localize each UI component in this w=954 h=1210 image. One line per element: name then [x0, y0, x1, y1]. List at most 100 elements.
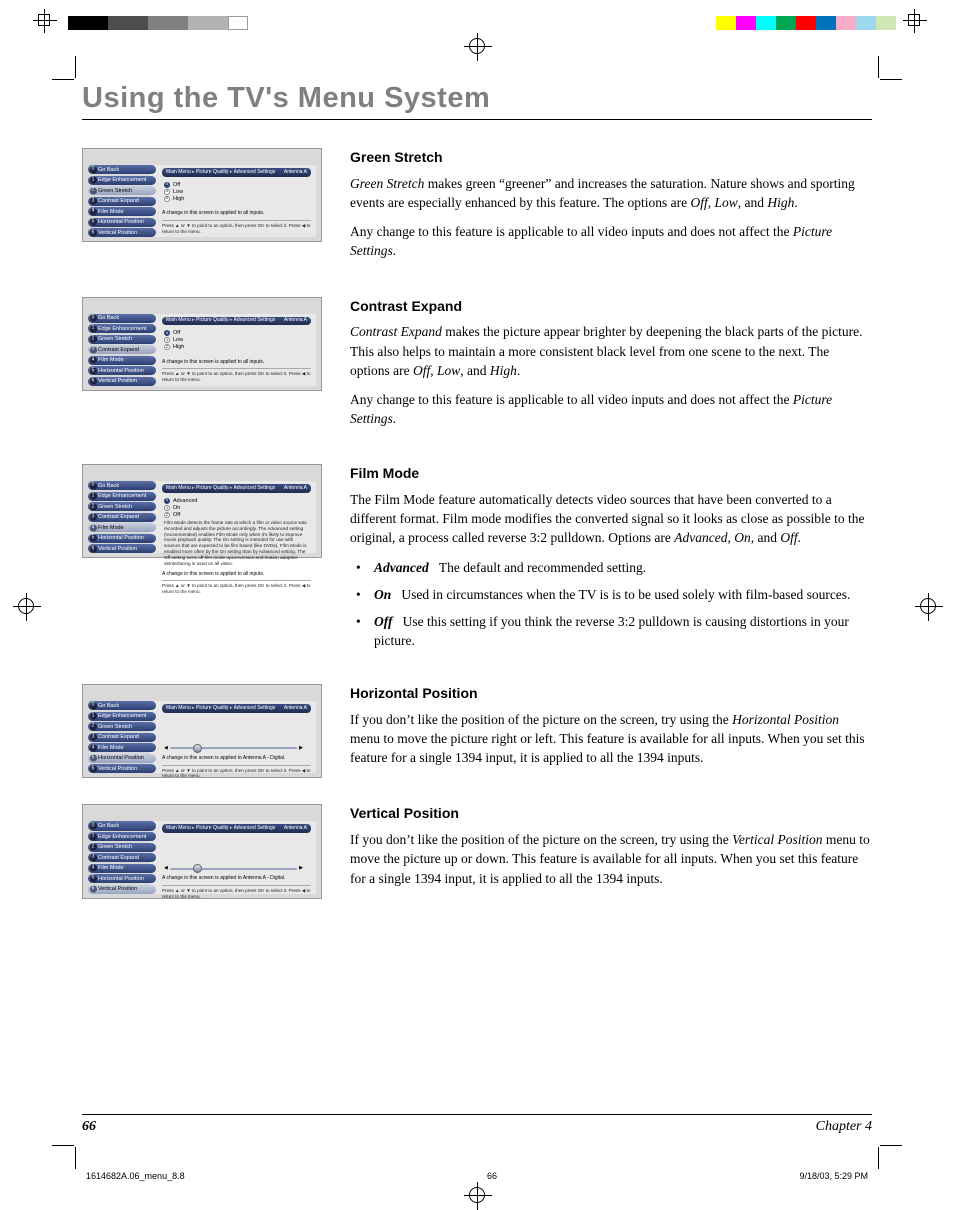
menu-side-item: 1Edge Enhancement	[88, 712, 156, 721]
section-heading: Contrast Expand	[350, 297, 872, 317]
menu-side-item: 1Edge Enhancement	[88, 492, 156, 501]
menu-slider: ◀▶	[164, 866, 311, 872]
menu-side-item: 6Vertical Position	[88, 377, 156, 386]
menu-side-item: 6Vertical Position	[88, 544, 156, 553]
page-footer: 66 Chapter 4	[82, 1114, 872, 1135]
bullet-item: Off Use this setting if you think the re…	[350, 612, 872, 650]
print-datetime: 9/18/03, 5:29 PM	[799, 1171, 868, 1181]
section-heading: Vertical Position	[350, 804, 872, 824]
crop-bl	[52, 1145, 76, 1169]
print-file: 1614682A.06_menu_8.8	[86, 1171, 185, 1181]
menu-option-description: Film Mode detects the frame rate at whic…	[164, 520, 311, 567]
menu-side-item: 0Go Back	[88, 821, 156, 830]
menu-side-item: 5Horizontal Position	[88, 366, 156, 375]
menu-side-item: 5Horizontal Position	[88, 218, 156, 227]
menu-side-item: 3Contrast Expand	[88, 853, 156, 862]
menu-side-item: 1Edge Enhancement	[88, 176, 156, 185]
menu-side-list: 0Go Back1Edge Enhancement2Green Stretch3…	[88, 821, 156, 893]
menu-side-item: 2Green Stretch	[88, 722, 156, 731]
print-metadata: 1614682A.06_menu_8.8 66 9/18/03, 5:29 PM	[82, 1171, 872, 1181]
menu-option: 1Low	[164, 337, 311, 343]
menu-side-item: 3Contrast Expand	[88, 733, 156, 742]
menu-side-item: 6Vertical Position	[88, 228, 156, 237]
menu-side-item: 6Vertical Position	[88, 885, 156, 894]
section-green: Main MenuPicture QualityAdvanced Setting…	[82, 148, 872, 271]
menu-side-item: 4Film Mode	[88, 207, 156, 216]
menu-side-item: 1Edge Enhancement	[88, 324, 156, 333]
menu-screenshot: Main MenuPicture QualityAdvanced Setting…	[82, 684, 322, 778]
menu-side-item: 2Green Stretch	[88, 186, 156, 195]
menu-screenshot: Main MenuPicture QualityAdvanced Setting…	[82, 148, 322, 242]
menu-side-list: 0Go Back 1Edge Enhancement2Green Stretch 3…	[88, 165, 156, 237]
menu-screenshot: Main MenuPicture QualityAdvanced Setting…	[82, 464, 322, 558]
menu-breadcrumb: Main MenuPicture QualityAdvanced Setting…	[162, 484, 311, 493]
menu-option: 0Off	[164, 330, 311, 336]
crop-tr	[878, 56, 902, 80]
menu-option: 1On	[164, 505, 311, 511]
menu-side-item: 3Contrast Expand	[88, 197, 156, 206]
bullet-item: On Used in circumstances when the TV is …	[350, 585, 872, 604]
menu-side-item: 5Horizontal Position	[88, 874, 156, 883]
menu-option: 2High	[164, 344, 311, 350]
menu-side-item: 3Contrast Expand	[88, 345, 156, 354]
menu-side-item: 0Go Back	[88, 165, 156, 174]
menu-help-bar: Press ▲ or ▼ to point to an option, then…	[162, 220, 311, 234]
body-paragraph: The Film Mode feature automatically dete…	[350, 490, 872, 547]
menu-change-note: A change in this screen is applied to An…	[162, 753, 311, 762]
menu-side-item: 5Horizontal Position	[88, 754, 156, 763]
menu-option: 0Off	[164, 182, 311, 188]
menu-screenshot: Main MenuPicture QualityAdvanced Setting…	[82, 804, 322, 898]
section-heading: Green Stretch	[350, 148, 872, 168]
colorbar-left	[68, 16, 248, 30]
section-vert: Main MenuPicture QualityAdvanced Setting…	[82, 804, 872, 898]
body-paragraph: Any change to this feature is applicable…	[350, 222, 872, 260]
menu-side-item: 1Edge Enhancement	[88, 832, 156, 841]
menu-slider: ◀▶	[164, 746, 311, 752]
registration-center-top	[469, 38, 485, 54]
crop-tl	[52, 56, 76, 80]
crop-br	[878, 1145, 902, 1169]
body-paragraph: If you don’t like the position of the pi…	[350, 830, 872, 887]
print-page: 66	[487, 1171, 497, 1181]
section-contrast: Main MenuPicture QualityAdvanced Setting…	[82, 297, 872, 439]
menu-help-bar: Press ▲ or ▼ to point to an option, then…	[162, 765, 311, 779]
menu-side-item: 4Film Mode	[88, 864, 156, 873]
body-paragraph: Green Stretch makes green “greener” and …	[350, 174, 872, 212]
menu-breadcrumb: Main MenuPicture QualityAdvanced Setting…	[162, 704, 311, 713]
menu-side-item: 2Green Stretch	[88, 335, 156, 344]
colorbar-right	[716, 16, 896, 30]
menu-side-list: 0Go Back 1Edge Enhancement2Green Stretch 3…	[88, 481, 156, 553]
registration-left	[18, 598, 34, 614]
menu-side-item: 2Green Stretch	[88, 502, 156, 511]
menu-option: 2Off	[164, 512, 311, 518]
menu-help-bar: Press ▲ or ▼ to point to an option, then…	[162, 368, 311, 382]
body-paragraph: Any change to this feature is applicable…	[350, 390, 872, 428]
menu-side-list: 0Go Back 1Edge Enhancement2Green Stretch 3…	[88, 701, 156, 773]
menu-side-item: 4Film Mode	[88, 743, 156, 752]
menu-breadcrumb: Main MenuPicture QualityAdvanced Setting…	[162, 168, 311, 177]
menu-help-bar: Press ▲ or ▼ to point to an option, then…	[162, 885, 311, 899]
chapter-label: Chapter 4	[816, 1119, 872, 1135]
menu-breadcrumb: Main MenuPicture QualityAdvanced Setting…	[162, 317, 311, 326]
menu-side-item: 4Film Mode	[88, 523, 156, 532]
body-paragraph: Contrast Expand makes the picture appear…	[350, 322, 872, 379]
page-title: Using the TV's Menu System	[82, 82, 872, 120]
menu-side-list: 0Go Back1Edge Enhancement2Green Stretch3…	[88, 314, 156, 386]
menu-change-note: A change in this screen is applied to al…	[162, 357, 311, 366]
section-heading: Film Mode	[350, 464, 872, 484]
page-number: 66	[82, 1119, 96, 1135]
bullet-list: Advanced The default and recommended set…	[350, 558, 872, 651]
menu-side-item: 0Go Back	[88, 481, 156, 490]
registration-mark-tl	[38, 14, 50, 26]
menu-side-item: 3Contrast Expand	[88, 513, 156, 522]
menu-help-bar: Press ▲ or ▼ to point to an option, then…	[162, 580, 311, 594]
section-horiz: Main MenuPicture QualityAdvanced Setting…	[82, 684, 872, 778]
registration-center-bottom	[469, 1187, 485, 1203]
menu-change-note: A change in this screen is applied to al…	[162, 569, 311, 578]
body-paragraph: If you don’t like the position of the pi…	[350, 710, 872, 767]
menu-screenshot: Main MenuPicture QualityAdvanced Setting…	[82, 297, 322, 391]
menu-side-item: 6Vertical Position	[88, 764, 156, 773]
menu-change-note: A change in this screen is applied to al…	[162, 208, 311, 217]
menu-side-item: 0Go Back	[88, 701, 156, 710]
menu-side-item: 4Film Mode	[88, 356, 156, 365]
